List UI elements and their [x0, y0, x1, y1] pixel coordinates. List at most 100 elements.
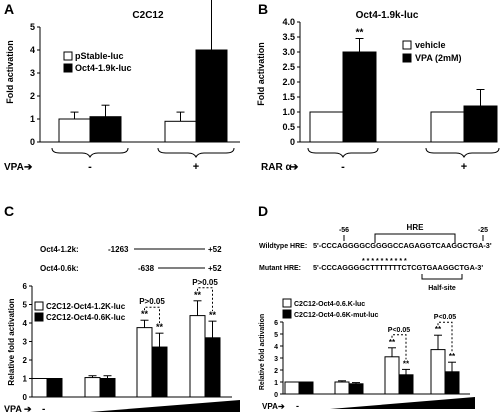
panel-a-cat-1: -	[88, 161, 92, 173]
panel-d-comparison-bracket	[391, 334, 407, 360]
panel-d-significance-mark: **	[403, 359, 410, 368]
panel-d-mutant-seq: 5'-CCCAGGGGCTTTTTTTCTCGTGAAGGCTGA-3'	[313, 263, 483, 272]
panel-d-yticks: 0 1 2 3 4 5 6	[274, 320, 283, 399]
panel-d-arrow-icon: ➔	[278, 402, 285, 411]
panel-c-bar-c2c12-oct4-1-2k-luc-3	[189, 315, 206, 398]
panel-a-legend-swatch-1	[63, 51, 73, 61]
panel-c-ytick-label: 6	[23, 282, 28, 291]
panel-c-construct-1-label: Oct4-1.2k:	[40, 245, 79, 254]
panel-c-comparison-bracket	[144, 306, 160, 324]
panel-d-half-site-label: Half-site	[428, 285, 456, 292]
panel-c-significance-mark: **	[141, 309, 149, 319]
panel-c-bar-c2c12-oct4-0-6k-luc-1	[99, 378, 116, 398]
panel-a-ytick-label: 5	[30, 22, 35, 32]
panel-a-bars: **	[58, 0, 228, 143]
panel-d: D -56 -25 HRE Wildtype HRE: 5'-CCCAGGGGC…	[258, 203, 492, 411]
panel-c-bar-c2c12-oct4-1-2k-luc-0	[31, 378, 48, 398]
panel-c-significance-mark: **	[209, 310, 217, 320]
panel-c-xlabel: VPA	[4, 404, 22, 414]
panel-a-brace-2	[157, 147, 235, 159]
panel-b-bar-vpa-2mm--0	[342, 51, 377, 143]
panel-d-hre-bracket	[374, 233, 456, 243]
panel-b-brace-1	[307, 147, 379, 159]
panel-c-legend-swatch-2	[34, 312, 44, 322]
panel-b-ytick-label: 1.0	[282, 107, 295, 117]
panel-c-construct-map: Oct4-1.2k: -1263 +52 Oct4-0.6k: -638 +52	[40, 245, 222, 273]
panel-d-significance-mark: **	[449, 352, 456, 361]
panel-a-bar-oct4-1-9k-luc-0	[89, 116, 122, 143]
panel-d-ytick-label: 2	[274, 368, 278, 375]
panel-d-letter: D	[258, 203, 268, 219]
panel-c-bar-c2c12-oct4-0-6k-luc-2	[151, 346, 168, 398]
panel-c-bars: ** ** ** ** P>0.05 P>0.05	[31, 278, 221, 398]
panel-b-legend-label-1: vehicle	[415, 40, 446, 50]
panel-c-bar-c2c12-oct4-1-2k-luc-1	[84, 377, 101, 398]
panel-a-bar-oct4-1-9k-luc-1	[195, 49, 228, 143]
panel-d-wildtype-seq: 5'-CCCAGGGGCGGGGCCAGAGGTCAAGGCTGA-3'	[313, 241, 492, 250]
panel-d-ytick-label: 6	[274, 320, 278, 327]
panel-d-bar-c2c12-oct4-0-6k-mut-luc-2	[398, 374, 414, 395]
panel-b-bar-vpa-2mm--1	[463, 105, 498, 143]
panel-a-bar-pstable-luc-1	[164, 120, 197, 143]
panel-b-ytick-label: 4.0	[282, 17, 295, 27]
panel-d-xlabel: VPA	[262, 402, 278, 411]
panel-c-ytick-label: 0	[23, 393, 28, 402]
panel-c-significance-mark: **	[156, 322, 164, 332]
panel-a-arrow-icon: ➔	[24, 162, 33, 173]
panel-b-title: Oct4-1.9k-luc	[356, 10, 419, 21]
panel-c-ylabel: Relative fold activation	[7, 298, 16, 385]
panel-b-ytick-label: 2.0	[282, 77, 295, 87]
panel-b-ytick-label: 2.5	[282, 62, 295, 72]
panel-d-comparison-bracket	[437, 321, 453, 353]
panel-c-letter: C	[4, 203, 14, 219]
panel-b-arrow-icon: ➔	[290, 162, 299, 173]
panel-a-legend-label-2: Oct4-1.9k-luc	[75, 63, 132, 73]
panel-c-construct-1-start: -1263	[108, 245, 129, 254]
panel-c-p-value: P>0.05	[192, 278, 218, 287]
panel-d-p-value: P<0.05	[388, 327, 410, 334]
panel-d-mutation-marks: * * * * * * * * * *	[362, 258, 407, 265]
panel-d-legend-label-1: C2C12-Oct4-0.6.K-luc	[294, 301, 365, 308]
panel-c-ytick-label: 4	[23, 319, 28, 328]
panel-a-ytick-label: 0	[30, 137, 35, 147]
panel-b-cat-2: +	[461, 161, 467, 173]
panel-c-dose-wedge	[90, 400, 240, 412]
panel-d-p-value: P<0.05	[434, 314, 456, 321]
panel-c-construct-2-end: +52	[208, 264, 222, 273]
panel-c-construct-2-label: Oct4-0.6k:	[40, 264, 79, 273]
panel-a-ytick-label: 2	[30, 91, 35, 101]
panel-a-legend: pStable-luc Oct4-1.9k-luc	[63, 51, 132, 73]
panel-d-ytick-label: 3	[274, 356, 278, 363]
panel-b-yticks: 0 0.5 1.0 1.5 2.0 2.5 3.0 3.5 4.0	[282, 17, 300, 147]
panel-a-ytick-label: 3	[30, 68, 35, 78]
panel-b-xlabel: RAR α	[261, 162, 292, 173]
panel-b-ytick-label: 1.5	[282, 92, 295, 102]
panel-c-ytick-label: 1	[23, 375, 28, 384]
panel-d-cat-1: -	[296, 401, 299, 411]
panel-c-bar-c2c12-oct4-1-2k-luc-2	[136, 327, 153, 398]
panel-d-ylabel: Relative fold activation	[259, 314, 266, 390]
panel-a-cat-2: +	[193, 161, 199, 173]
panel-a-letter: A	[4, 1, 14, 17]
panel-c-ytick-label: 3	[23, 338, 28, 347]
panel-b-bars: **	[309, 28, 498, 143]
panel-d-ytick-label: 5	[274, 332, 278, 339]
panel-a-ylabel: Fold activation	[5, 40, 15, 104]
panel-d-wildtype-label: Wildtype HRE:	[259, 243, 307, 250]
panel-c-ytick-label: 5	[23, 301, 28, 310]
panel-b-legend-swatch-2	[402, 53, 412, 63]
panel-b-ytick-label: 3.5	[282, 32, 295, 42]
panel-d-legend-swatch-2	[282, 309, 292, 319]
panel-c-construct-1-end: +52	[208, 245, 222, 254]
panel-a-ytick-label: 4	[30, 45, 35, 55]
panel-b-legend-label-2: VPA (2mM)	[415, 53, 462, 63]
panel-b-cat-1: -	[341, 161, 345, 173]
panel-b-letter: B	[258, 1, 268, 17]
panel-a-legend-swatch-2	[63, 63, 73, 73]
panel-d-half-site-bracket	[421, 274, 463, 280]
panel-a-xlabel: VPA	[4, 162, 24, 173]
panel-d-bar-c2c12-oct4-0-6-k-luc-0	[284, 381, 300, 395]
panel-d-dose-wedge	[330, 397, 475, 409]
panel-d-bars: ** ** ** ** P<0.05 P<0.05	[284, 314, 460, 395]
panel-d-legend-swatch-1	[282, 298, 292, 308]
